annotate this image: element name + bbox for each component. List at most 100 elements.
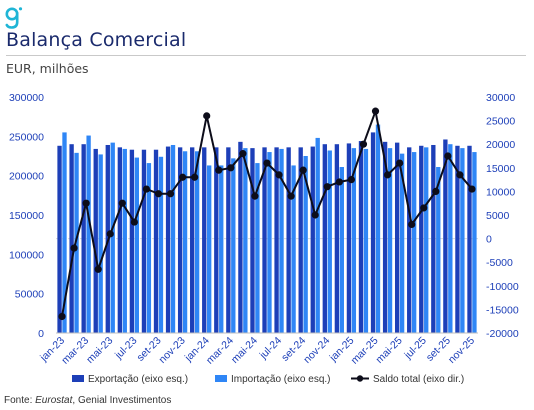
saldo-point <box>420 204 428 212</box>
export-bar <box>57 145 62 333</box>
export-bar <box>455 145 460 333</box>
import-bar <box>363 148 369 333</box>
import-bar <box>399 153 405 333</box>
export-bar <box>93 148 98 333</box>
import-bar <box>98 154 103 333</box>
export-bar <box>382 141 388 333</box>
y-right-tick-label: 15000 <box>486 163 515 175</box>
y-left-tick-label: 300000 <box>9 92 44 104</box>
title-divider <box>6 55 526 56</box>
import-bar <box>460 148 465 333</box>
saldo-point <box>263 159 271 167</box>
saldo-point <box>251 192 259 200</box>
export-bar <box>286 147 291 333</box>
x-tick-label: mai-25 <box>374 335 405 366</box>
export-bar <box>129 149 135 333</box>
x-tick-label: mai-23 <box>84 335 115 366</box>
legend-label-export: Exportação (eixo esq.) <box>88 374 188 385</box>
y-left-tick-label: 50000 <box>15 289 44 301</box>
import-bar <box>74 152 79 333</box>
export-bar <box>117 147 123 333</box>
saldo-point <box>359 140 368 148</box>
x-tick-label: nov-23 <box>157 335 188 366</box>
import-bar <box>255 163 260 333</box>
import-bar <box>387 148 393 333</box>
saldo-point <box>371 107 380 115</box>
legend-label-saldo: Saldo total (eixo dir.) <box>373 374 464 385</box>
import-bar <box>291 165 296 333</box>
saldo-point <box>142 185 151 193</box>
import-bar <box>122 148 127 333</box>
source-rest: , Genial Investimentos <box>72 395 172 406</box>
saldo-point <box>347 176 355 184</box>
legend-swatch-import <box>215 375 227 382</box>
import-bar <box>134 157 140 333</box>
y-right-tick-label: 25000 <box>486 116 515 128</box>
saldo-point <box>408 220 416 229</box>
export-bar <box>177 147 183 333</box>
y-right-tick-label: -5000 <box>486 257 513 269</box>
genial-logo <box>5 7 23 29</box>
export-bar <box>69 144 74 333</box>
saldo-point <box>299 166 307 174</box>
import-bar <box>231 158 236 333</box>
import-bar <box>351 148 357 333</box>
import-bar <box>436 167 441 333</box>
y-left-tick-label: 100000 <box>9 249 44 261</box>
saldo-point <box>58 312 66 321</box>
export-bar <box>443 139 448 333</box>
x-tick-label: jul-25 <box>402 335 429 362</box>
saldo-point <box>215 166 223 174</box>
y-left-tick-label: 250000 <box>9 131 44 143</box>
y-right-tick-label: -15000 <box>486 304 519 316</box>
import-bar <box>303 156 308 333</box>
saldo-point <box>287 192 295 200</box>
import-bar <box>327 150 332 333</box>
export-bar <box>419 145 424 333</box>
legend-label-import: Importação (eixo esq.) <box>231 374 331 385</box>
export-bar <box>346 143 352 333</box>
export-bar <box>394 142 400 333</box>
saldo-point <box>130 218 138 226</box>
export-bar <box>81 144 86 333</box>
y-right-tick-label: 5000 <box>486 210 510 222</box>
trade-balance-chart: 050000100000150000200000250000300000-200… <box>9 92 519 385</box>
y-right-tick-label: -20000 <box>486 328 519 340</box>
saldo-point <box>191 173 199 181</box>
y-right-tick-label: 0 <box>486 234 492 246</box>
import-bar <box>194 151 200 333</box>
saldo-point <box>118 199 126 207</box>
import-bar <box>219 165 224 333</box>
saldo-point <box>70 244 78 252</box>
saldo-point <box>82 199 90 207</box>
export-bar <box>274 147 279 333</box>
source-note: Fonte: Eurostat, Genial Investimentos <box>4 395 171 406</box>
saldo-point <box>239 150 247 158</box>
y-right-tick-label: 10000 <box>486 186 515 198</box>
saldo-point <box>335 178 343 186</box>
saldo-point <box>383 171 392 179</box>
y-right-tick-label: 30000 <box>486 92 515 104</box>
saldo-point <box>323 183 331 191</box>
saldo-point <box>396 159 404 167</box>
export-bar <box>214 147 219 333</box>
y-left-tick-label: 150000 <box>9 210 44 222</box>
export-bar <box>334 144 340 333</box>
export-bar <box>250 148 255 333</box>
import-bar <box>170 144 176 333</box>
unit-subtitle: EUR, milhões <box>6 61 89 76</box>
x-tick-label: mar-24 <box>204 335 236 367</box>
import-bar <box>62 132 67 333</box>
x-tick-label: nov-24 <box>301 335 332 366</box>
export-bar <box>310 146 315 333</box>
import-bar <box>448 144 453 333</box>
export-bar <box>322 144 327 333</box>
saldo-point <box>203 112 211 120</box>
import-bar <box>411 152 417 333</box>
y-right-tick-label: -10000 <box>486 281 519 293</box>
export-bar <box>431 144 436 333</box>
export-bar <box>298 147 303 333</box>
saldo-point <box>468 185 476 193</box>
saldo-point <box>311 211 319 219</box>
x-tick-label: mai-24 <box>229 335 260 366</box>
